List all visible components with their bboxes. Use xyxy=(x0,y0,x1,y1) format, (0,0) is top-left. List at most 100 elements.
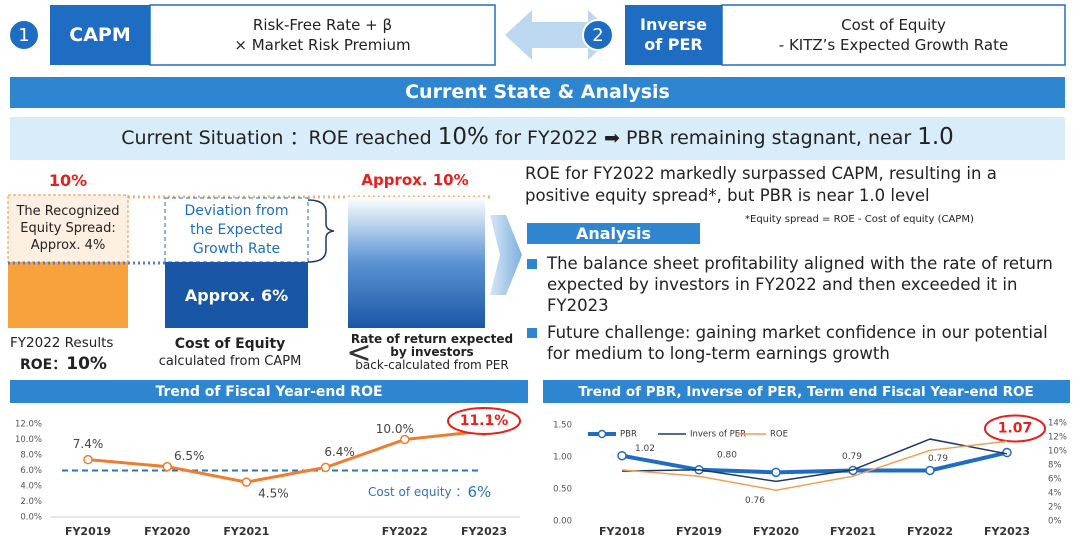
method-name: Inverse of PER xyxy=(625,5,722,65)
marker xyxy=(771,467,781,478)
y-tick-label: 2.0% xyxy=(20,497,42,507)
double-arrow xyxy=(505,10,615,60)
x-tick-label: FY2019 xyxy=(65,525,111,538)
value-label: 11.1% xyxy=(460,413,509,429)
marker xyxy=(83,454,93,465)
y-tick-label: 6.0% xyxy=(20,466,42,476)
marker xyxy=(617,450,627,461)
formula-line: Cost of Equity xyxy=(841,16,946,34)
y-tick-label: 0.00 xyxy=(553,517,572,527)
expected-caption: Rate of return expected by investors bac… xyxy=(342,333,522,372)
marker xyxy=(320,462,331,473)
deviation-line: the Expected xyxy=(190,222,283,238)
cost-bar xyxy=(165,262,308,328)
value-label: 4.5% xyxy=(258,487,289,501)
x-tick-label: FY2023 xyxy=(461,525,507,538)
roe-label: 10% xyxy=(48,171,88,190)
method-name: CAPM xyxy=(69,24,131,46)
x-tick-label: FY2020 xyxy=(753,525,799,538)
spread-line: Approx. 4% xyxy=(30,238,106,253)
chart-title: Trend of Fiscal Year-end ROE xyxy=(155,384,382,400)
chart-title-bar xyxy=(543,380,1070,403)
reference-label-value: 6% xyxy=(467,483,491,501)
summary-note: *Equity spread = ROE - Cost of equity (C… xyxy=(745,214,974,225)
value-label: 0.79 xyxy=(928,454,948,464)
situation-text: Current Situation ：ROE reached xyxy=(121,127,438,149)
banner: Current State & Analysis xyxy=(10,77,1065,108)
formula: Risk-Free Rate + β × Market Risk Premium xyxy=(150,5,495,65)
badge xyxy=(8,19,40,51)
deviation-line: Deviation from xyxy=(184,203,289,219)
chart-title: Trend of PBR, Inverse of PER, Term end F… xyxy=(578,384,1033,400)
badge xyxy=(582,19,614,51)
marker xyxy=(241,477,252,487)
y-tick-label: 10.0% xyxy=(15,435,42,445)
formula-line: - KITZ’s Expected Growth Rate xyxy=(778,36,1009,54)
spread-box xyxy=(7,194,129,263)
bullet: The balance sheet profitability aligned … xyxy=(527,253,1072,316)
marker xyxy=(162,461,172,472)
series-line xyxy=(621,440,1008,491)
x-tick-label: FY2021 xyxy=(223,525,269,538)
y2-tick-label: 8% xyxy=(1048,461,1062,471)
badge-number: 1 xyxy=(18,25,29,46)
expected-label: Approx. 10% xyxy=(361,171,469,189)
situation-figure: 1.0 xyxy=(917,124,954,150)
value-label: 10.0% xyxy=(376,422,414,436)
reference-label: Cost of equity ：6% xyxy=(368,483,491,501)
y2-tick-label: 2% xyxy=(1048,503,1062,513)
series-line xyxy=(621,438,1008,483)
y2-tick-label: 6% xyxy=(1048,475,1062,485)
situation-arrow: ➡ xyxy=(603,127,620,149)
x-tick-label: FY2020 xyxy=(144,525,190,538)
deviation-box xyxy=(164,197,309,263)
series-line xyxy=(621,450,1008,475)
value-label: 0.76 xyxy=(745,496,765,506)
situation-figure: 10% xyxy=(437,124,489,150)
reference-label-text: Cost of equity ： xyxy=(368,485,467,499)
y-tick-label: 12.0% xyxy=(15,420,42,430)
per-formula-box xyxy=(721,4,1066,66)
y-tick-label: 0.50 xyxy=(553,485,572,495)
legend-label: Invers of PER xyxy=(690,430,746,440)
chart-title-bar xyxy=(10,380,528,403)
per-box xyxy=(625,5,722,65)
analysis-box xyxy=(527,223,700,244)
deviation-line: Growth Rate xyxy=(192,241,281,257)
x-tick-label: FY2021 xyxy=(830,525,876,538)
line xyxy=(87,429,485,484)
y-tick-label: 0.0% xyxy=(20,513,42,523)
value-label: 0.79 xyxy=(842,452,862,462)
x-tick-label: FY2022 xyxy=(907,525,953,538)
results-value: ROE：10% xyxy=(20,354,107,374)
y2-tick-label: 10% xyxy=(1048,447,1067,457)
formula-line: Risk-Free Rate + β xyxy=(252,16,393,34)
y-tick-label: 1.50 xyxy=(553,421,572,431)
formula: Cost of Equity - KITZ’s Expected Growth … xyxy=(722,5,1065,65)
cost-caption: Cost of Equity calculated from CAPM xyxy=(140,336,320,370)
marker xyxy=(400,434,410,445)
value-label: 6.5% xyxy=(174,449,205,463)
value-label: 0.80 xyxy=(717,450,737,460)
legend-marker xyxy=(597,429,607,439)
y-tick-label: 8.0% xyxy=(20,451,42,461)
value-label: 7.4% xyxy=(73,437,104,451)
analysis-title: Analysis xyxy=(575,224,651,243)
deviation-text: Deviation from the Expected Growth Rate xyxy=(165,202,308,259)
bullet: Future challenge: gaining market confide… xyxy=(527,322,1072,364)
y-tick-label: 4.0% xyxy=(20,482,42,492)
spread-line: Equity Spread: xyxy=(20,221,116,236)
x-tick-label: FY2022 xyxy=(382,525,428,538)
spread-line: The Recognized xyxy=(16,204,120,219)
formula-line: × Market Risk Premium xyxy=(234,36,411,54)
capm-formula-box xyxy=(149,4,496,66)
legend-label: ROE xyxy=(770,430,788,440)
situation-text: for FY2022 xyxy=(488,127,604,149)
x-tick-label: FY2023 xyxy=(984,525,1030,538)
chevron xyxy=(490,215,522,295)
highlight-ring xyxy=(984,414,1046,443)
marker xyxy=(925,465,935,476)
capm-box xyxy=(50,5,150,65)
y-tick-label: 1.00 xyxy=(553,453,572,463)
